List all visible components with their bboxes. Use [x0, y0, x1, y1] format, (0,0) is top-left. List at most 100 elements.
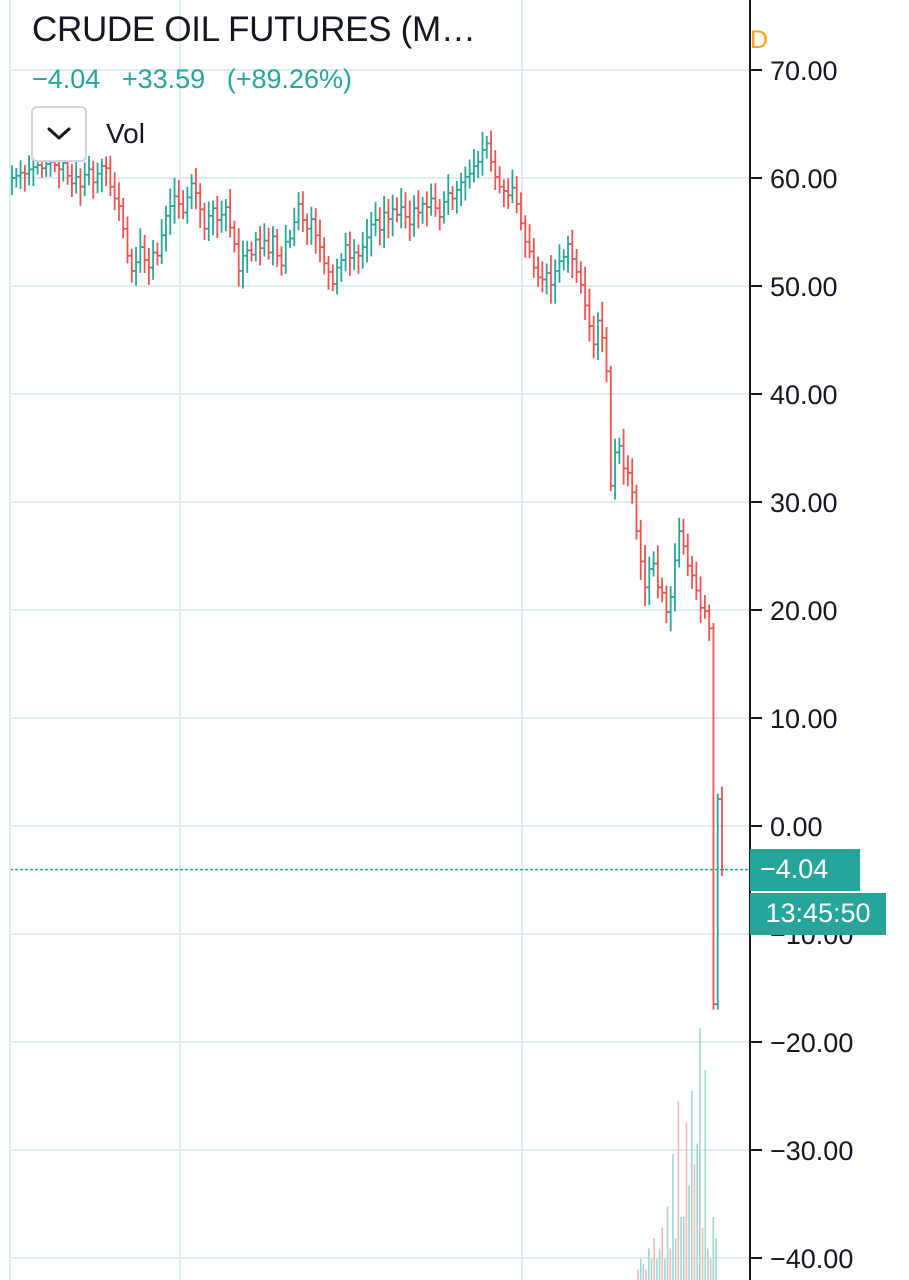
price-bar	[394, 197, 400, 223]
price-bar	[227, 189, 233, 238]
price-bar	[505, 178, 511, 209]
price-bar	[73, 161, 79, 194]
price-bar	[18, 160, 23, 189]
axis-tick-label: 30.00	[770, 488, 838, 518]
price-bar	[163, 205, 169, 252]
price-bar	[595, 312, 601, 360]
price-bar	[197, 183, 203, 229]
price-bar	[600, 301, 605, 353]
price-bar	[450, 186, 455, 211]
price-bar	[347, 231, 353, 277]
price-bar	[659, 577, 665, 603]
price-bar	[26, 155, 32, 186]
price-bar	[390, 194, 395, 237]
price-bar	[223, 199, 229, 232]
symbol-title[interactable]: CRUDE OIL FUTURES (M…	[32, 10, 476, 49]
price-bar	[664, 585, 669, 624]
price-bar	[103, 156, 109, 187]
axis-tick-label: 70.00	[770, 56, 838, 86]
volume-indicator-label[interactable]: Vol	[106, 118, 145, 149]
price-bar	[185, 186, 190, 224]
price-bar	[655, 545, 661, 599]
price-bar	[411, 195, 417, 237]
price-bar	[168, 188, 173, 235]
price-bar	[296, 192, 301, 231]
price-bar	[262, 223, 267, 257]
price-bar	[159, 219, 164, 264]
price-bar	[334, 258, 340, 295]
price-bar	[364, 219, 370, 263]
price-bar	[476, 150, 481, 179]
price-bar	[78, 168, 83, 206]
price-bar	[702, 594, 708, 619]
price-bar	[381, 195, 387, 249]
price-bar	[189, 174, 194, 210]
price-bar	[86, 155, 92, 186]
price-bar	[14, 167, 19, 188]
price-bar	[386, 199, 391, 239]
price-bar	[249, 241, 254, 262]
price-bar	[467, 159, 472, 189]
price-bar	[257, 226, 263, 266]
price-bar	[279, 246, 284, 276]
interval-indicator[interactable]: D	[750, 26, 769, 54]
price-bar	[518, 192, 524, 231]
price-bar	[112, 172, 117, 211]
price-bar	[82, 162, 87, 197]
price-bar	[694, 561, 699, 600]
bar-countdown-tag: 13:45:50	[750, 892, 886, 935]
price-bar	[317, 219, 323, 262]
price-bar	[313, 208, 318, 254]
price-bar	[99, 158, 105, 193]
axis-tick-label: 50.00	[770, 272, 838, 302]
price-bar	[121, 197, 126, 239]
price-bar	[668, 586, 673, 632]
price-bar	[283, 224, 288, 274]
price-bar	[304, 213, 310, 246]
last-price-tag: −4.04	[750, 848, 860, 891]
price-bar	[570, 229, 575, 278]
price-bar	[138, 228, 143, 273]
price-bar	[677, 517, 682, 568]
price-bar	[480, 131, 485, 176]
price-bar	[493, 150, 498, 191]
price-bar	[535, 256, 541, 287]
price-bar	[407, 200, 412, 242]
price-bar	[719, 786, 725, 877]
axis-tick-label: −20.00	[770, 1028, 853, 1058]
price-bar	[240, 240, 246, 289]
price-bar	[471, 148, 477, 183]
axis-tick-label: 0.00	[770, 812, 823, 842]
price-bar	[274, 229, 280, 267]
price-bar	[377, 207, 383, 246]
price-bar	[232, 220, 237, 253]
price-bar	[454, 181, 460, 214]
price-bar	[582, 266, 588, 320]
price-bar	[629, 458, 635, 504]
price-bar	[698, 576, 703, 623]
price-bar	[146, 247, 152, 285]
vol-toggle-button[interactable]	[31, 106, 87, 162]
chevron-down-icon	[47, 127, 71, 140]
price-axis[interactable]: 70.00 60.00 50.00 40.00 30.00 20.00 10.00 0.00 −…	[750, 56, 853, 1274]
price-bar	[330, 264, 335, 292]
price-bar	[681, 518, 686, 555]
axis-tick-label: 40.00	[770, 380, 838, 410]
price-stats: −4.04 +33.59 (+89.26%)	[32, 64, 366, 95]
price-bar	[180, 190, 186, 220]
price-bar	[360, 232, 365, 269]
price-bar	[578, 261, 584, 294]
price-bar	[399, 188, 404, 229]
price-bar	[561, 249, 566, 271]
price-change-percent: (+89.26%)	[226, 64, 353, 94]
price-bar	[351, 239, 357, 270]
price-bar	[116, 182, 122, 222]
price-bar	[612, 438, 618, 500]
price-bar	[527, 224, 532, 259]
price-bar	[557, 244, 562, 283]
price-bar	[608, 365, 613, 492]
price-bar	[236, 228, 241, 287]
price-bars	[9, 130, 725, 1010]
price-bar	[458, 172, 464, 206]
